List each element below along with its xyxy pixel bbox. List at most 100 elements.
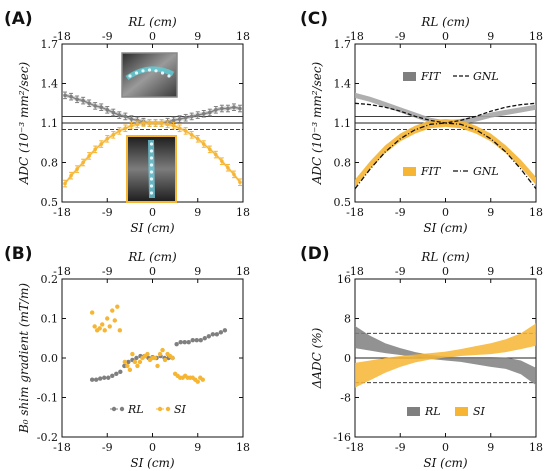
data-point [201, 142, 206, 146]
x-tick-label: 18 [236, 441, 250, 454]
mri-marker [160, 71, 165, 75]
scatter-point-si [107, 324, 112, 329]
data-point [117, 113, 122, 117]
scatter-point-si [135, 363, 140, 369]
y-tick-label: 0.1 [41, 313, 59, 326]
scatter-point-si [105, 316, 110, 321]
y-axis-label: ADC (10⁻³ mm²/sec) [17, 61, 31, 185]
mri-marker [149, 149, 154, 153]
x-tick-label: 9 [487, 206, 494, 219]
data-point [93, 104, 97, 108]
x2-tick-label: -9 [395, 30, 406, 43]
scatter-point-rl [93, 377, 99, 382]
scatter-point-si [200, 377, 205, 382]
scatter-point-rl [178, 340, 183, 345]
x2-tick-label: -9 [395, 265, 406, 278]
fit-band-gray [65, 93, 240, 125]
x-tick-label: -9 [102, 206, 113, 219]
x-tick-label: 0 [149, 206, 156, 219]
y-tick-label: 0.5 [334, 196, 352, 209]
y-tick-label: -0.1 [37, 392, 58, 405]
x2-tick-label: 0 [149, 30, 156, 43]
y-tick-label: 0.2 [41, 273, 59, 286]
data-point [232, 172, 236, 177]
data-point [99, 142, 104, 146]
mri-sagittal-image [121, 52, 178, 98]
data-point [81, 98, 85, 103]
y-tick-label: 0.8 [334, 157, 352, 170]
panel-c: (C) -18 -18 -9 -9 0 0 9 9 18 18 0.5 0.8 1.1 1.4 1.7 SI (… [300, 9, 543, 235]
legend-marker [165, 406, 171, 412]
x2-tick-label: 9 [194, 265, 201, 278]
mri-marker [149, 163, 154, 167]
y-tick-label: 0.8 [41, 157, 59, 170]
scatter-point-rl [174, 341, 179, 347]
data-point [214, 152, 218, 157]
data-point [201, 111, 206, 116]
y-tick-label: 0.5 [41, 196, 59, 209]
mri-marker [167, 74, 171, 78]
data-point [159, 121, 164, 125]
legend-label-fit: FIT [420, 165, 442, 178]
scatter-point-si [89, 310, 95, 315]
mri-marker [154, 69, 158, 73]
data-point [75, 97, 79, 102]
mri-marker [134, 71, 139, 75]
y-tick-label: 1.1 [334, 117, 352, 130]
legend-label-fit: FIT [420, 70, 442, 83]
x-tick-label: -18 [346, 206, 364, 219]
x-axis-label: SI (cm) [423, 221, 468, 235]
legend: RL SI [407, 405, 486, 418]
x2-tick-label: 18 [529, 30, 543, 43]
x2-axis-label: RL (cm) [127, 250, 177, 264]
scatter-point-rl [206, 334, 212, 339]
y-tick-label: 1.1 [41, 117, 59, 130]
x-tick-label: 18 [529, 441, 543, 454]
fit-band-orange [355, 119, 536, 188]
x-tick-label: 9 [194, 206, 201, 219]
data-point [69, 173, 73, 178]
mri-marker [128, 74, 132, 78]
scatter-point-si [110, 308, 115, 313]
data-point [171, 123, 176, 128]
scatter-point-rl [114, 371, 119, 376]
scatter-point-rl [222, 328, 228, 333]
scatter-point-si [132, 359, 138, 365]
y-tick-label: 8 [344, 313, 351, 326]
x2-tick-label: 9 [487, 30, 494, 43]
scatter-point-si [160, 347, 165, 353]
data-point [129, 117, 134, 121]
x2-tick-label: 9 [487, 265, 494, 278]
scatter-point-rl [89, 377, 95, 382]
scatter-point-si [115, 304, 120, 309]
legend-label-rl: RL [127, 403, 144, 416]
legend-band-swatch [403, 72, 416, 81]
data-point [135, 122, 140, 127]
mri-coronal-overlay [148, 139, 155, 199]
data-point [177, 126, 182, 131]
y-tick-label: -16 [333, 431, 351, 444]
x2-tick-label: -18 [346, 265, 364, 278]
data-point [129, 123, 134, 128]
panel-d: (D) -18 -18 -9 -9 0 0 9 9 18 18 -16 -8 0 8 16 SI (cm) RL … [300, 244, 543, 470]
mri-marker [149, 156, 154, 160]
data-point [238, 106, 242, 111]
y-axis-label: ΔADC (%) [310, 327, 324, 389]
scatter-point-rl [110, 373, 115, 378]
data-point [208, 110, 212, 115]
plot-area [63, 91, 242, 188]
data-point [195, 137, 200, 141]
data-point [177, 117, 182, 121]
panel-label: (B) [4, 244, 33, 264]
legend: FIT GNL FIT GNL [403, 70, 499, 178]
mri-marker [147, 68, 152, 72]
x-tick-label: -9 [395, 206, 406, 219]
scatter-point-rl [202, 336, 207, 341]
data-point [63, 181, 67, 186]
scatter-point-si [92, 324, 97, 329]
legend-label-rl: RL [424, 405, 441, 418]
legend: RL SI [110, 403, 187, 416]
x-tick-label: -9 [395, 441, 406, 454]
x-tick-label: 0 [442, 206, 449, 219]
